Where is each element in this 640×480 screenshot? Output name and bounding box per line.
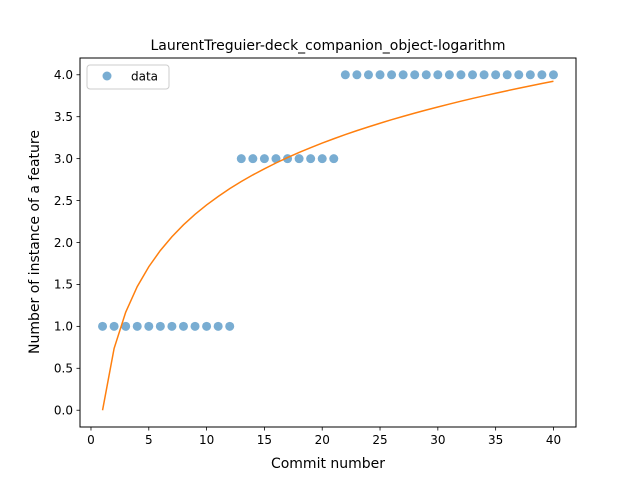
data-point	[491, 70, 501, 80]
data-point	[444, 70, 454, 80]
x-tick-label: 20	[315, 433, 330, 447]
data-point	[387, 70, 397, 80]
y-tick-label: 1.0	[54, 320, 73, 334]
chart-title: LaurentTreguier-deck_companion_object-lo…	[150, 38, 505, 54]
data-point	[410, 70, 420, 80]
data-point	[363, 70, 373, 80]
data-point	[525, 70, 535, 80]
y-axis-label: Number of instance of a feature	[27, 130, 43, 354]
legend-box	[86, 64, 170, 90]
data-point	[109, 321, 119, 331]
x-tick-label: 0	[87, 433, 95, 447]
x-axis-ticks: 0 5 10 15 20 25 30 35 40	[87, 427, 561, 447]
x-tick-label: 10	[199, 433, 214, 447]
data-point	[306, 154, 316, 164]
legend-label: data	[131, 70, 158, 84]
x-axis-label: Commit number	[271, 456, 385, 472]
y-tick-label: 3.0	[54, 152, 73, 166]
data-point	[155, 321, 165, 331]
data-point	[167, 321, 177, 331]
data-point	[98, 321, 108, 331]
data-point	[502, 70, 512, 80]
y-tick-label: 0.0	[54, 404, 73, 418]
data-point	[514, 70, 524, 80]
data-point	[271, 154, 281, 164]
legend-marker	[102, 71, 112, 81]
fit-line	[101, 80, 554, 411]
data-point	[236, 154, 246, 164]
data-point	[248, 154, 258, 164]
y-tick-label: 2.5	[54, 194, 73, 208]
legend: data	[86, 64, 170, 90]
data-point	[329, 154, 339, 164]
x-tick-label: 30	[430, 433, 445, 447]
data-point	[479, 70, 489, 80]
data-point	[537, 70, 547, 80]
x-tick-label: 25	[372, 433, 387, 447]
data-point	[178, 321, 188, 331]
data-point	[259, 154, 269, 164]
x-tick-label: 40	[546, 433, 561, 447]
x-tick-label: 15	[257, 433, 272, 447]
data-point	[456, 70, 466, 80]
x-tick-label: 5	[145, 433, 153, 447]
y-tick-label: 3.5	[54, 110, 73, 124]
data-point	[225, 321, 235, 331]
data-point	[398, 70, 408, 80]
data-point	[121, 321, 131, 331]
data-point	[294, 154, 304, 164]
y-tick-label: 1.5	[54, 278, 73, 292]
plot-area	[98, 70, 558, 411]
data-point	[213, 321, 223, 331]
data-point	[352, 70, 362, 80]
y-tick-label: 4.0	[54, 68, 73, 82]
data-point	[421, 70, 431, 80]
y-tick-label: 0.5	[54, 362, 73, 376]
data-point	[132, 321, 142, 331]
data-point	[340, 70, 350, 80]
data-point	[190, 321, 200, 331]
x-tick-label: 35	[488, 433, 503, 447]
y-tick-label: 2.0	[54, 236, 73, 250]
data-point	[144, 321, 154, 331]
data-point	[375, 70, 385, 80]
data-point	[433, 70, 443, 80]
data-point	[317, 154, 327, 164]
data-point	[202, 321, 212, 331]
data-point	[548, 70, 558, 80]
data-point	[468, 70, 478, 80]
y-axis-ticks: 0.0 0.5 1.0 1.5 2.0 2.5 3.0 3.5 4.0	[54, 68, 80, 418]
